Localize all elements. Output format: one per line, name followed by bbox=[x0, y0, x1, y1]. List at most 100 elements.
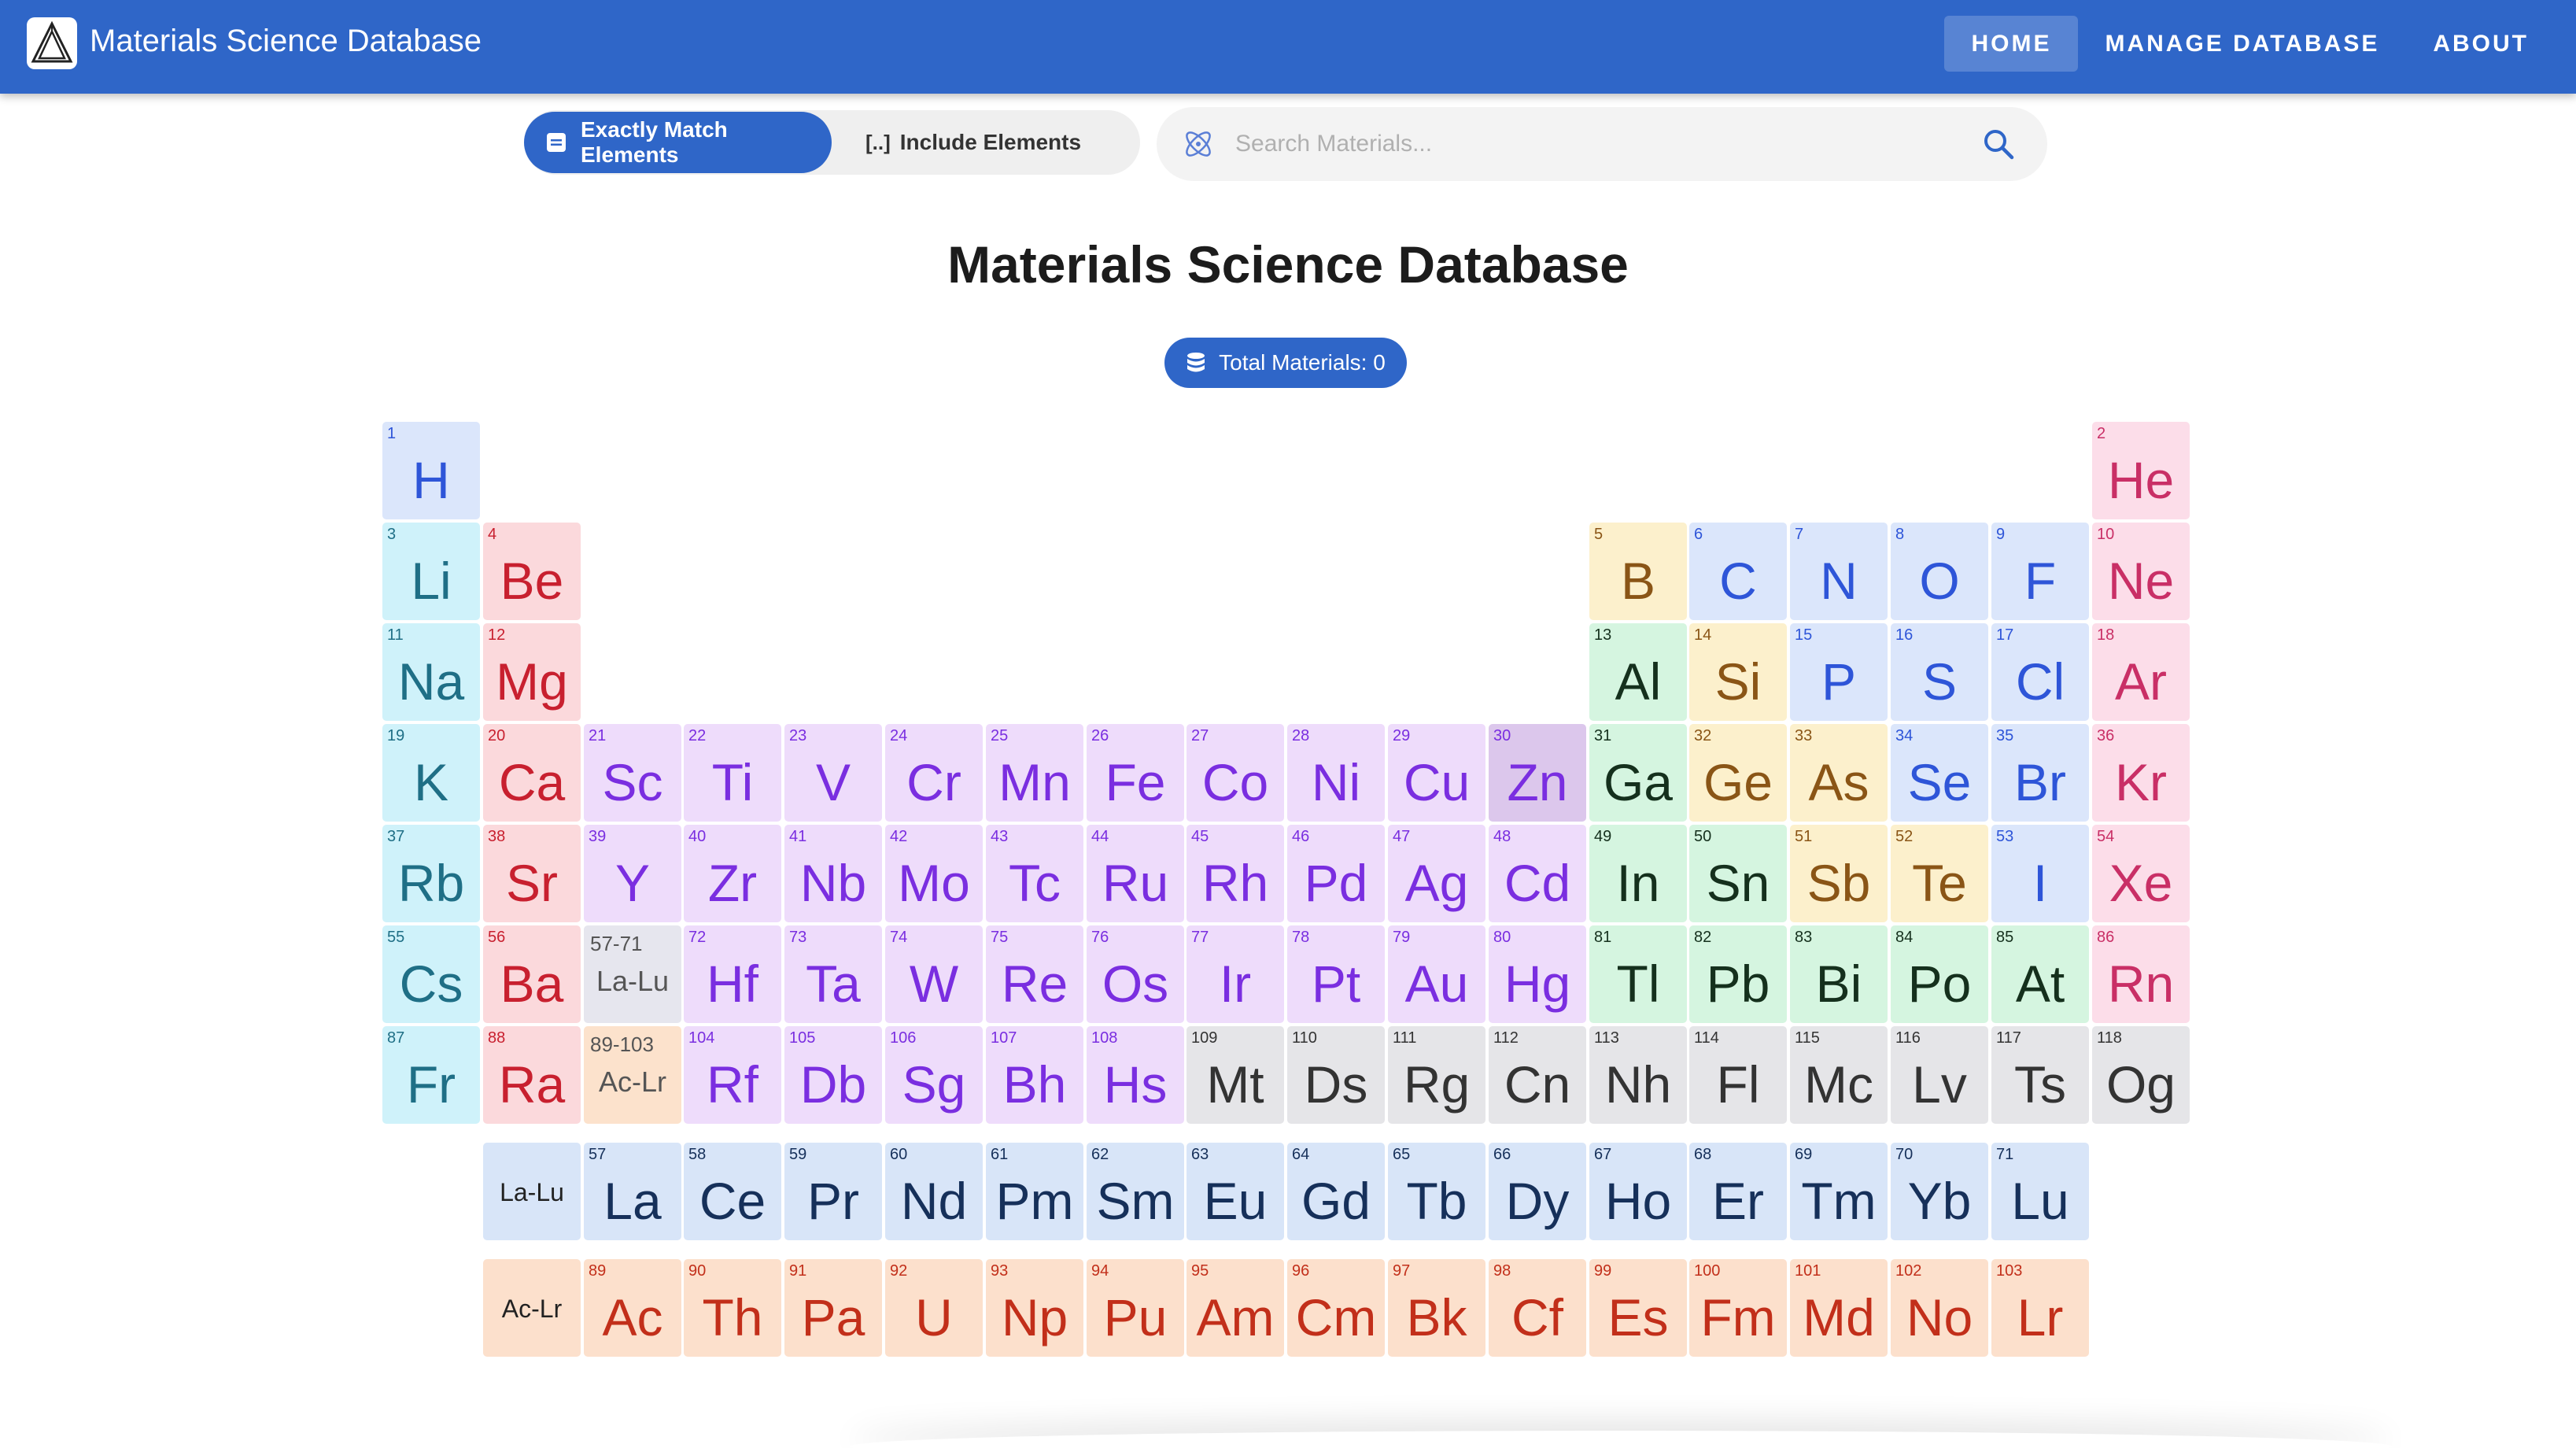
element-lu[interactable]: 71 Lu bbox=[1991, 1143, 2089, 1240]
element-rg[interactable]: 111 Rg bbox=[1388, 1026, 1485, 1124]
series-range-la-lu[interactable]: 57-71 La-Lu bbox=[584, 925, 681, 1023]
app-title[interactable]: Materials Science Database bbox=[90, 24, 482, 58]
element-ne[interactable]: 10 Ne bbox=[2092, 523, 2190, 620]
element-k[interactable]: 19 K bbox=[382, 724, 480, 822]
element-pt[interactable]: 78 Pt bbox=[1287, 925, 1385, 1023]
element-s[interactable]: 16 S bbox=[1891, 623, 1988, 721]
element-bk[interactable]: 97 Bk bbox=[1388, 1259, 1485, 1357]
element-cr[interactable]: 24 Cr bbox=[885, 724, 983, 822]
element-sc[interactable]: 21 Sc bbox=[584, 724, 681, 822]
element-ac[interactable]: 89 Ac bbox=[584, 1259, 681, 1357]
element-tm[interactable]: 69 Tm bbox=[1790, 1143, 1888, 1240]
element-no[interactable]: 102 No bbox=[1891, 1259, 1988, 1357]
element-ds[interactable]: 110 Ds bbox=[1287, 1026, 1385, 1124]
element-es[interactable]: 99 Es bbox=[1589, 1259, 1687, 1357]
element-la[interactable]: 57 La bbox=[584, 1143, 681, 1240]
element-rf[interactable]: 104 Rf bbox=[684, 1026, 781, 1124]
element-hg[interactable]: 80 Hg bbox=[1489, 925, 1586, 1023]
element-cs[interactable]: 55 Cs bbox=[382, 925, 480, 1023]
element-pd[interactable]: 46 Pd bbox=[1287, 825, 1385, 922]
element-nh[interactable]: 113 Nh bbox=[1589, 1026, 1687, 1124]
element-rn[interactable]: 86 Rn bbox=[2092, 925, 2190, 1023]
element-mc[interactable]: 115 Mc bbox=[1790, 1026, 1888, 1124]
element-sb[interactable]: 51 Sb bbox=[1790, 825, 1888, 922]
element-pu[interactable]: 94 Pu bbox=[1087, 1259, 1184, 1357]
nav-home-button[interactable]: HOME bbox=[1944, 16, 2079, 72]
element-u[interactable]: 92 U bbox=[885, 1259, 983, 1357]
series-range-ac-lr[interactable]: 89-103 Ac-Lr bbox=[584, 1026, 681, 1124]
element-fr[interactable]: 87 Fr bbox=[382, 1026, 480, 1124]
series-label-ac-lr[interactable]: Ac-Lr bbox=[483, 1259, 581, 1357]
element-ti[interactable]: 22 Ti bbox=[684, 724, 781, 822]
element-ta[interactable]: 73 Ta bbox=[784, 925, 882, 1023]
element-nb[interactable]: 41 Nb bbox=[784, 825, 882, 922]
element-cf[interactable]: 98 Cf bbox=[1489, 1259, 1586, 1357]
element-ra[interactable]: 88 Ra bbox=[483, 1026, 581, 1124]
element-rh[interactable]: 45 Rh bbox=[1187, 825, 1284, 922]
element-dy[interactable]: 66 Dy bbox=[1489, 1143, 1586, 1240]
element-fl[interactable]: 114 Fl bbox=[1689, 1026, 1787, 1124]
element-xe[interactable]: 54 Xe bbox=[2092, 825, 2190, 922]
nav-manage-database-button[interactable]: MANAGE DATABASE bbox=[2105, 30, 2380, 57]
element-eu[interactable]: 63 Eu bbox=[1187, 1143, 1284, 1240]
element-at[interactable]: 85 At bbox=[1991, 925, 2089, 1023]
element-kr[interactable]: 36 Kr bbox=[2092, 724, 2190, 822]
element-yb[interactable]: 70 Yb bbox=[1891, 1143, 1988, 1240]
element-ru[interactable]: 44 Ru bbox=[1087, 825, 1184, 922]
element-sg[interactable]: 106 Sg bbox=[885, 1026, 983, 1124]
element-p[interactable]: 15 P bbox=[1790, 623, 1888, 721]
nav-about-button[interactable]: ABOUT bbox=[2433, 30, 2529, 57]
element-ni[interactable]: 28 Ni bbox=[1287, 724, 1385, 822]
element-li[interactable]: 3 Li bbox=[382, 523, 480, 620]
element-v[interactable]: 23 V bbox=[784, 724, 882, 822]
element-bi[interactable]: 83 Bi bbox=[1790, 925, 1888, 1023]
triangle-logo-icon[interactable] bbox=[27, 17, 77, 69]
element-nd[interactable]: 60 Nd bbox=[885, 1143, 983, 1240]
element-db[interactable]: 105 Db bbox=[784, 1026, 882, 1124]
element-lr[interactable]: 103 Lr bbox=[1991, 1259, 2089, 1357]
element-au[interactable]: 79 Au bbox=[1388, 925, 1485, 1023]
element-bh[interactable]: 107 Bh bbox=[986, 1026, 1083, 1124]
element-sn[interactable]: 50 Sn bbox=[1689, 825, 1787, 922]
element-mn[interactable]: 25 Mn bbox=[986, 724, 1083, 822]
element-pb[interactable]: 82 Pb bbox=[1689, 925, 1787, 1023]
element-pa[interactable]: 91 Pa bbox=[784, 1259, 882, 1357]
element-al[interactable]: 13 Al bbox=[1589, 623, 1687, 721]
element-hs[interactable]: 108 Hs bbox=[1087, 1026, 1184, 1124]
element-he[interactable]: 2 He bbox=[2092, 422, 2190, 519]
element-sm[interactable]: 62 Sm bbox=[1087, 1143, 1184, 1240]
element-pm[interactable]: 61 Pm bbox=[986, 1143, 1083, 1240]
element-re[interactable]: 75 Re bbox=[986, 925, 1083, 1023]
search-icon[interactable] bbox=[1981, 127, 2016, 161]
element-mo[interactable]: 42 Mo bbox=[885, 825, 983, 922]
element-ts[interactable]: 117 Ts bbox=[1991, 1026, 2089, 1124]
element-tb[interactable]: 65 Tb bbox=[1388, 1143, 1485, 1240]
element-fm[interactable]: 100 Fm bbox=[1689, 1259, 1787, 1357]
element-cd[interactable]: 48 Cd bbox=[1489, 825, 1586, 922]
element-cm[interactable]: 96 Cm bbox=[1287, 1259, 1385, 1357]
series-label-la-lu[interactable]: La-Lu bbox=[483, 1143, 581, 1240]
element-i[interactable]: 53 I bbox=[1991, 825, 2089, 922]
element-zr[interactable]: 40 Zr bbox=[684, 825, 781, 922]
element-ir[interactable]: 77 Ir bbox=[1187, 925, 1284, 1023]
element-se[interactable]: 34 Se bbox=[1891, 724, 1988, 822]
element-np[interactable]: 93 Np bbox=[986, 1259, 1083, 1357]
element-gd[interactable]: 64 Gd bbox=[1287, 1143, 1385, 1240]
element-lv[interactable]: 116 Lv bbox=[1891, 1026, 1988, 1124]
element-ce[interactable]: 58 Ce bbox=[684, 1143, 781, 1240]
element-ca[interactable]: 20 Ca bbox=[483, 724, 581, 822]
element-fe[interactable]: 26 Fe bbox=[1087, 724, 1184, 822]
element-ge[interactable]: 32 Ge bbox=[1689, 724, 1787, 822]
element-ag[interactable]: 47 Ag bbox=[1388, 825, 1485, 922]
element-am[interactable]: 95 Am bbox=[1187, 1259, 1284, 1357]
element-mt[interactable]: 109 Mt bbox=[1187, 1026, 1284, 1124]
element-md[interactable]: 101 Md bbox=[1790, 1259, 1888, 1357]
element-in[interactable]: 49 In bbox=[1589, 825, 1687, 922]
element-ho[interactable]: 67 Ho bbox=[1589, 1143, 1687, 1240]
element-tc[interactable]: 43 Tc bbox=[986, 825, 1083, 922]
element-na[interactable]: 11 Na bbox=[382, 623, 480, 721]
